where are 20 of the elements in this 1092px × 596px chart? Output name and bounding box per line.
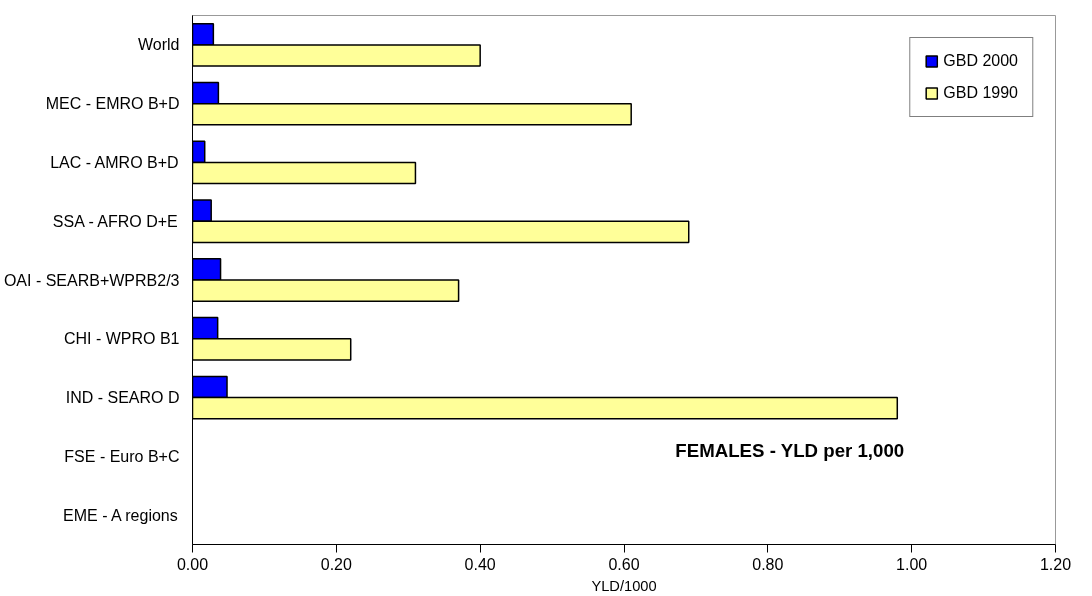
x-tick-label: 0.60 <box>608 555 640 573</box>
y-tick-label: IND - SEARO D <box>65 389 180 407</box>
y-tick-label: EME - A regions <box>63 506 178 524</box>
x-tick-label: 0.80 <box>752 555 784 573</box>
y-tick-label: CHI - WPRO B1 <box>63 330 180 348</box>
annotation: FEMALES - YLD per 1,000 <box>675 439 905 461</box>
y-tick-label: FSE - Euro B+C <box>64 447 180 465</box>
y-tick-label: LAC - AMRO B+D <box>50 153 179 171</box>
x-tick-label: 1.20 <box>1039 555 1072 573</box>
x-tick-label: 0.00 <box>176 555 209 573</box>
y-tick-label: SSA - AFRO D+E <box>52 212 178 230</box>
x-tick-label: 0.40 <box>464 555 496 573</box>
legend-label: GBD 2000 <box>943 52 1018 70</box>
y-tick-label: World <box>138 36 180 54</box>
x-tick-label: 0.20 <box>320 555 353 573</box>
legend-label: GBD 1990 <box>943 84 1018 102</box>
y-tick-label: OAI - SEARB+WPRB2/3 <box>3 271 180 289</box>
y-tick-label: MEC - EMRO B+D <box>45 95 180 113</box>
x-tick-label: 1.00 <box>896 555 928 573</box>
x-axis-title: YLD/1000 <box>591 577 657 594</box>
